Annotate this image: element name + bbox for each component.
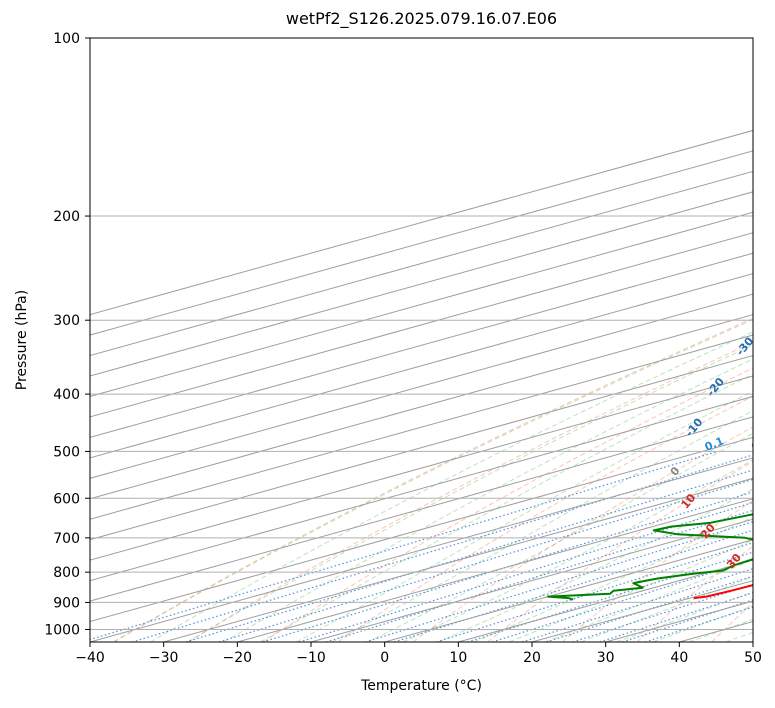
isotherm — [384, 539, 753, 642]
isotherm — [90, 314, 753, 500]
x-tick-label: 50 — [744, 650, 762, 666]
x-tick-label: −20 — [223, 650, 253, 666]
isotherm — [90, 273, 753, 459]
moist-adiabat — [223, 358, 753, 642]
isotherm — [90, 436, 753, 623]
mixing-ratio-lines — [90, 450, 753, 642]
mixing-ratio-line — [90, 450, 718, 641]
dry-adiabat-label: 40 — [757, 581, 775, 601]
x-tick-label: −10 — [296, 650, 326, 666]
moist-adiabats — [113, 319, 753, 642]
x-axis-label: Temperature (°C) — [361, 678, 482, 694]
plot-area: -100-90-80-70-60-50-40-30-20-10010203040… — [90, 38, 775, 642]
mixing-ratio-line — [131, 454, 753, 642]
pressure-gridlines — [90, 38, 753, 630]
mixing-ratio-line — [521, 568, 753, 642]
moist-adiabat — [113, 319, 753, 642]
moist-adiabat — [187, 344, 753, 642]
dry-adiabat — [561, 499, 753, 642]
y-tick-label: 700 — [53, 531, 80, 547]
isotherm — [90, 191, 753, 377]
mixing-ratio-line — [645, 606, 753, 642]
x-tick-label: −40 — [75, 650, 105, 666]
mixing-ratio-line — [325, 509, 753, 642]
isotherm — [90, 416, 753, 602]
x-tick-label: 0 — [380, 650, 389, 666]
y-tick-label: 600 — [53, 491, 80, 507]
isotherm — [90, 252, 753, 438]
mixing-ratio-line — [622, 599, 753, 642]
moist-adiabat — [150, 331, 753, 642]
isotherms — [90, 129, 753, 642]
isotherm — [90, 395, 753, 582]
dry-adiabat-label: -40 — [770, 294, 775, 318]
mixing-ratio-line — [572, 583, 753, 642]
y-tick-label: 1000 — [44, 622, 80, 638]
isotherm — [90, 232, 753, 418]
y-tick-label: 900 — [53, 595, 80, 611]
dry-adiabat — [113, 317, 753, 642]
y-tick-label: 500 — [53, 444, 80, 460]
mixing-ratio-line — [546, 575, 753, 642]
x-tick-label: 40 — [670, 650, 688, 666]
dewpoint-trace — [547, 513, 753, 601]
moist-adiabat — [688, 618, 753, 642]
isotherm — [90, 354, 753, 541]
moist-adiabat — [331, 410, 753, 642]
isotherm — [90, 211, 753, 397]
chart-title: wetPf2_S126.2025.079.16.07.E06 — [285, 9, 558, 28]
isotherm — [90, 150, 753, 336]
dry-adiabat — [188, 341, 753, 642]
dry-adiabat — [487, 460, 753, 642]
mixing-ratio-line — [218, 478, 753, 642]
y-tick-label: 400 — [53, 387, 80, 403]
isotherm — [90, 170, 753, 357]
mixing-ratio-label: 0.2 — [750, 434, 773, 453]
dry-adiabat-label: -20 — [704, 375, 727, 399]
moist-adiabat — [402, 459, 753, 642]
x-tick-label: −30 — [149, 650, 179, 666]
y-tick-label: 300 — [53, 313, 80, 329]
moist-adiabat — [473, 516, 753, 642]
y-tick-label: 100 — [53, 31, 80, 47]
isotherm — [310, 518, 753, 642]
mixing-ratio-line — [436, 542, 753, 642]
isotherm — [90, 375, 753, 561]
x-tick-label: 10 — [449, 650, 467, 666]
isotherm — [752, 641, 753, 642]
y-tick-label: 800 — [53, 565, 80, 581]
dry-adiabats — [113, 317, 753, 642]
isotherm — [90, 457, 753, 642]
isotherm — [237, 498, 753, 642]
x-tick-label: 30 — [597, 650, 615, 666]
mixing-ratio-line — [299, 501, 753, 642]
isotherm — [531, 580, 753, 642]
isotherm — [90, 129, 753, 316]
y-axis-label: Pressure (hPa) — [14, 289, 30, 391]
mixing-ratio-line — [185, 469, 753, 642]
y-tick-label: 200 — [53, 209, 80, 225]
isotherm — [90, 293, 753, 479]
dry-adiabat — [337, 395, 753, 642]
mixing-ratio-line — [599, 592, 753, 642]
moist-adiabat — [367, 432, 753, 642]
moist-adiabat — [259, 373, 753, 642]
isotherm — [163, 477, 753, 642]
dry-adiabat — [263, 367, 753, 642]
profiles — [547, 513, 753, 601]
x-tick-label: 20 — [523, 650, 541, 666]
plot-frame — [89, 37, 754, 643]
x-axis: −40 −30 −20 −10 0 10 20 30 40 50 — [75, 642, 762, 666]
moist-adiabat — [544, 559, 753, 642]
moist-adiabat — [652, 605, 753, 642]
y-axis: 100 200 300 400 500 600 700 800 900 1000 — [44, 31, 90, 638]
isotherm — [90, 334, 753, 520]
dry-adiabat — [636, 545, 753, 642]
mixing-ratio-line — [365, 521, 753, 642]
